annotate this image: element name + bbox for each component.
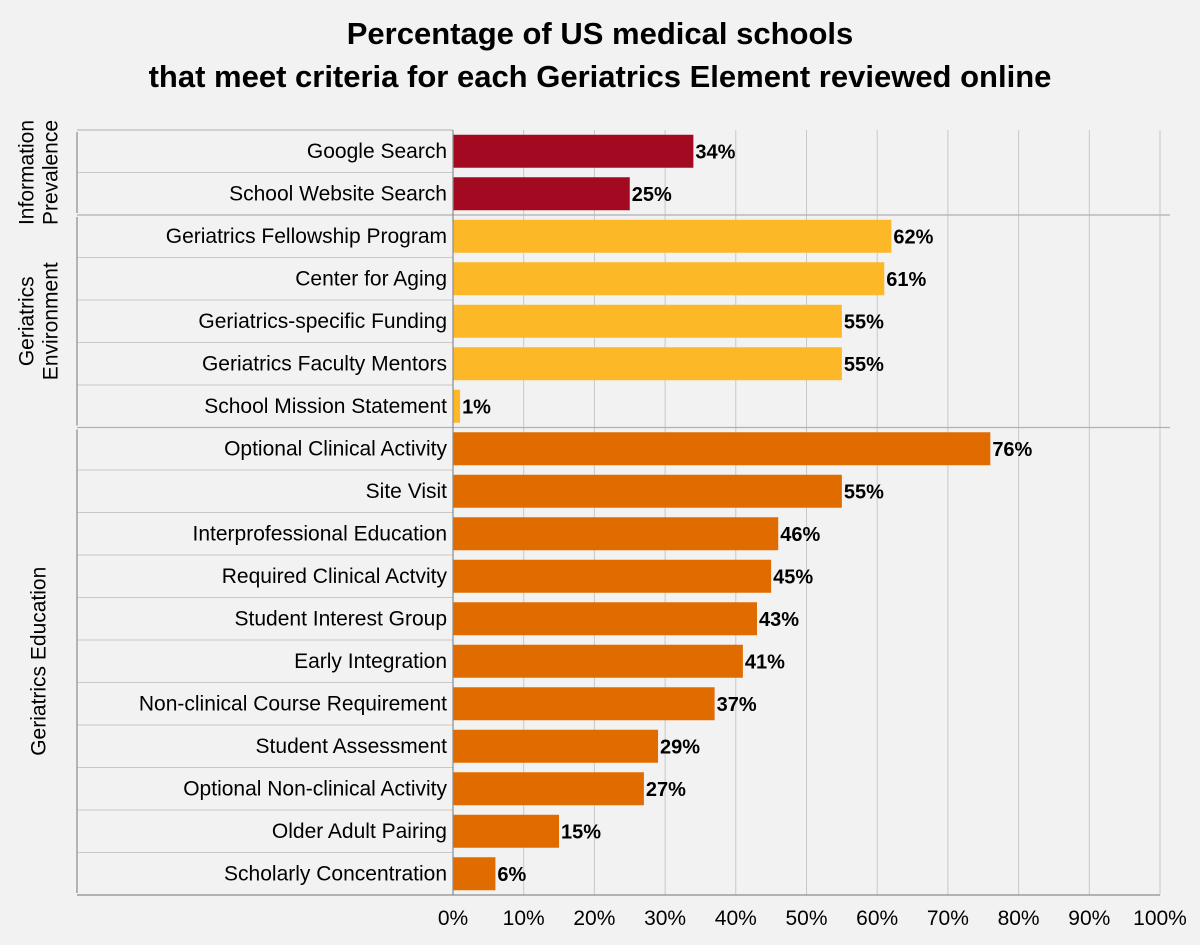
bar <box>453 262 885 296</box>
bar <box>453 729 659 763</box>
bar <box>453 687 715 721</box>
category-label: Geriatrics-specific Funding <box>198 310 447 333</box>
x-tick-label: 0% <box>438 907 468 930</box>
data-label: 27% <box>646 779 686 801</box>
x-tick-label: 80% <box>998 907 1040 930</box>
bar <box>453 389 461 423</box>
bar <box>453 559 772 593</box>
bar <box>453 602 758 636</box>
bar <box>453 644 743 678</box>
data-label: 55% <box>844 311 884 333</box>
category-label: Site Visit <box>366 480 447 503</box>
data-label: 76% <box>992 439 1032 461</box>
bar <box>453 347 842 381</box>
x-tick-label: 70% <box>927 907 969 930</box>
data-label: 29% <box>660 736 700 758</box>
bar <box>453 219 892 253</box>
category-label: Student Assessment <box>256 735 448 758</box>
group-label: Information <box>16 120 39 225</box>
category-label: Center for Aging <box>295 267 447 290</box>
group-label: Geriatrics <box>16 276 39 366</box>
x-tick-label: 40% <box>715 907 757 930</box>
bar <box>453 517 779 551</box>
chart-title-line-1: Percentage of US medical schools <box>346 16 854 51</box>
bar <box>453 857 496 891</box>
category-label: School Mission Statement <box>204 395 447 418</box>
bar <box>453 772 644 806</box>
data-label: 37% <box>717 694 757 716</box>
category-label: Google Search <box>307 140 447 163</box>
data-label: 25% <box>632 184 672 206</box>
x-tick-label: 90% <box>1068 907 1110 930</box>
category-label: Geriatrics Faculty Mentors <box>202 352 447 375</box>
bar <box>453 814 560 848</box>
data-label: 62% <box>893 226 933 248</box>
data-label: 46% <box>780 524 820 546</box>
group-label: Prevalence <box>40 120 63 225</box>
data-label: 55% <box>844 354 884 376</box>
bar <box>453 304 842 338</box>
category-label: Required Clinical Actvity <box>222 565 448 588</box>
data-label: 6% <box>497 864 526 886</box>
category-label: Non-clinical Course Requirement <box>139 692 447 715</box>
category-label: Older Adult Pairing <box>272 820 447 843</box>
x-tick-label: 100% <box>1133 907 1187 930</box>
category-label: Optional Non-clinical Activity <box>183 777 447 800</box>
x-tick-label: 50% <box>785 907 827 930</box>
category-label: Scholarly Concentration <box>224 862 447 885</box>
category-label: Geriatrics Fellowship Program <box>166 225 447 248</box>
bar <box>453 432 991 466</box>
bar <box>453 474 842 508</box>
data-label: 43% <box>759 609 799 631</box>
category-label: School Website Search <box>229 182 447 205</box>
chart-title-line-2: that meet criteria for each Geriatrics E… <box>148 59 1052 94</box>
category-label: Optional Clinical Activity <box>224 437 447 460</box>
data-label: 1% <box>462 396 491 418</box>
data-label: 61% <box>886 269 926 291</box>
data-label: 34% <box>695 141 735 163</box>
group-label: Geriatrics Education <box>28 567 51 756</box>
data-label: 55% <box>844 481 884 503</box>
data-label: 41% <box>745 651 785 673</box>
category-label: Student Interest Group <box>235 607 447 630</box>
x-tick-label: 30% <box>644 907 686 930</box>
bar <box>453 134 694 168</box>
data-label: 15% <box>561 821 601 843</box>
category-label: Interprofessional Education <box>193 522 448 545</box>
x-tick-label: 20% <box>573 907 615 930</box>
x-tick-label: 60% <box>856 907 898 930</box>
x-tick-label: 10% <box>503 907 545 930</box>
data-label: 45% <box>773 566 813 588</box>
category-label: Early Integration <box>294 650 447 673</box>
bar <box>453 177 630 211</box>
group-label: Environment <box>40 262 63 380</box>
